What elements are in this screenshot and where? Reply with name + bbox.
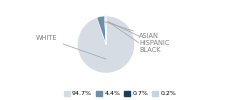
Wedge shape	[97, 16, 106, 44]
Text: ASIAN: ASIAN	[104, 22, 159, 39]
Legend: 94.7%, 4.4%, 0.7%, 0.2%: 94.7%, 4.4%, 0.7%, 0.2%	[63, 90, 177, 97]
Wedge shape	[78, 16, 135, 73]
Wedge shape	[104, 16, 106, 44]
Text: BLACK: BLACK	[108, 22, 160, 53]
Text: HISPANIC: HISPANIC	[108, 21, 169, 46]
Text: WHITE: WHITE	[36, 35, 106, 59]
